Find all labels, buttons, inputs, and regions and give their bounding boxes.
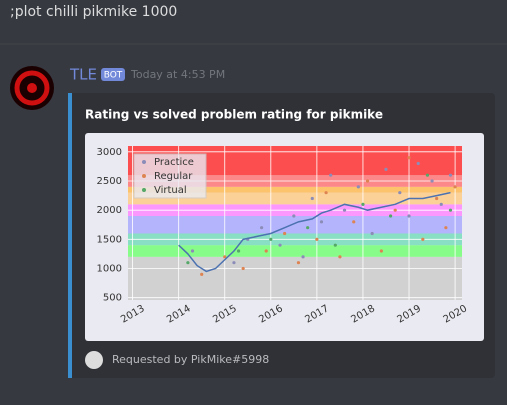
point — [388, 214, 393, 218]
y-tick-label: 500 — [103, 293, 122, 304]
point — [260, 226, 264, 230]
bot-badge: BOT — [104, 71, 123, 81]
point — [269, 237, 273, 241]
point — [324, 191, 328, 195]
point — [444, 226, 448, 230]
legend-marker — [142, 174, 146, 178]
point — [241, 266, 245, 271]
point — [453, 185, 457, 189]
point — [232, 261, 236, 265]
point — [236, 249, 241, 253]
legend-marker — [142, 160, 146, 164]
y-tick-label: 1000 — [97, 264, 122, 275]
point — [223, 255, 227, 259]
plot-area — [128, 146, 462, 300]
legend-marker — [142, 188, 146, 192]
point — [356, 185, 360, 189]
point — [190, 249, 195, 253]
point — [200, 272, 204, 276]
point — [329, 173, 333, 177]
rating-band — [128, 192, 462, 205]
point — [301, 255, 305, 259]
point — [361, 202, 365, 206]
point — [296, 261, 301, 265]
point — [352, 220, 356, 224]
point — [448, 173, 453, 177]
bot-badge-bg — [101, 68, 125, 81]
point — [315, 237, 319, 241]
avatar-ring — [14, 70, 50, 106]
point — [416, 161, 420, 166]
bot-name[interactable]: TLE — [69, 66, 97, 84]
point — [342, 208, 347, 212]
command: ;plot chilli pikmike 1000 — [10, 4, 177, 20]
y-tick-label: 2000 — [97, 205, 122, 216]
legend-label: Practice — [154, 157, 194, 168]
avatar-center — [27, 83, 37, 93]
embed-border — [68, 93, 72, 378]
point — [407, 156, 411, 160]
point — [292, 214, 296, 218]
point — [421, 237, 425, 241]
point — [365, 179, 370, 183]
y-tick-label: 1500 — [97, 234, 122, 245]
rating-band — [128, 256, 462, 300]
embed-footer: Requested by PikMike#5998 — [112, 353, 269, 366]
legend-label: Regular — [154, 171, 193, 182]
point — [338, 255, 342, 259]
legend-label: Virtual — [154, 185, 187, 196]
point — [393, 208, 397, 212]
point — [278, 243, 282, 247]
embed-title: Rating vs solved problem rating for pikm… — [85, 108, 383, 122]
point — [370, 231, 374, 236]
point — [407, 214, 411, 218]
point — [264, 249, 268, 253]
timestamp: Today at 4:53 PM — [130, 68, 225, 81]
point — [283, 231, 287, 236]
point — [398, 191, 402, 195]
point — [186, 261, 190, 265]
point — [310, 196, 314, 201]
point — [430, 179, 434, 183]
rating-line — [178, 191, 451, 273]
point — [379, 249, 383, 253]
rating-band — [128, 216, 462, 234]
rating-band — [128, 245, 462, 257]
y-tick-label: 3000 — [97, 147, 122, 158]
point — [319, 220, 324, 224]
point — [384, 167, 388, 171]
point — [306, 226, 310, 230]
rating-band — [128, 186, 462, 193]
point — [435, 196, 439, 201]
point — [439, 202, 443, 206]
y-tick-label: 2500 — [97, 176, 122, 187]
point — [333, 243, 337, 247]
point — [425, 173, 430, 177]
footer-avatar — [85, 351, 103, 369]
point — [448, 208, 453, 212]
